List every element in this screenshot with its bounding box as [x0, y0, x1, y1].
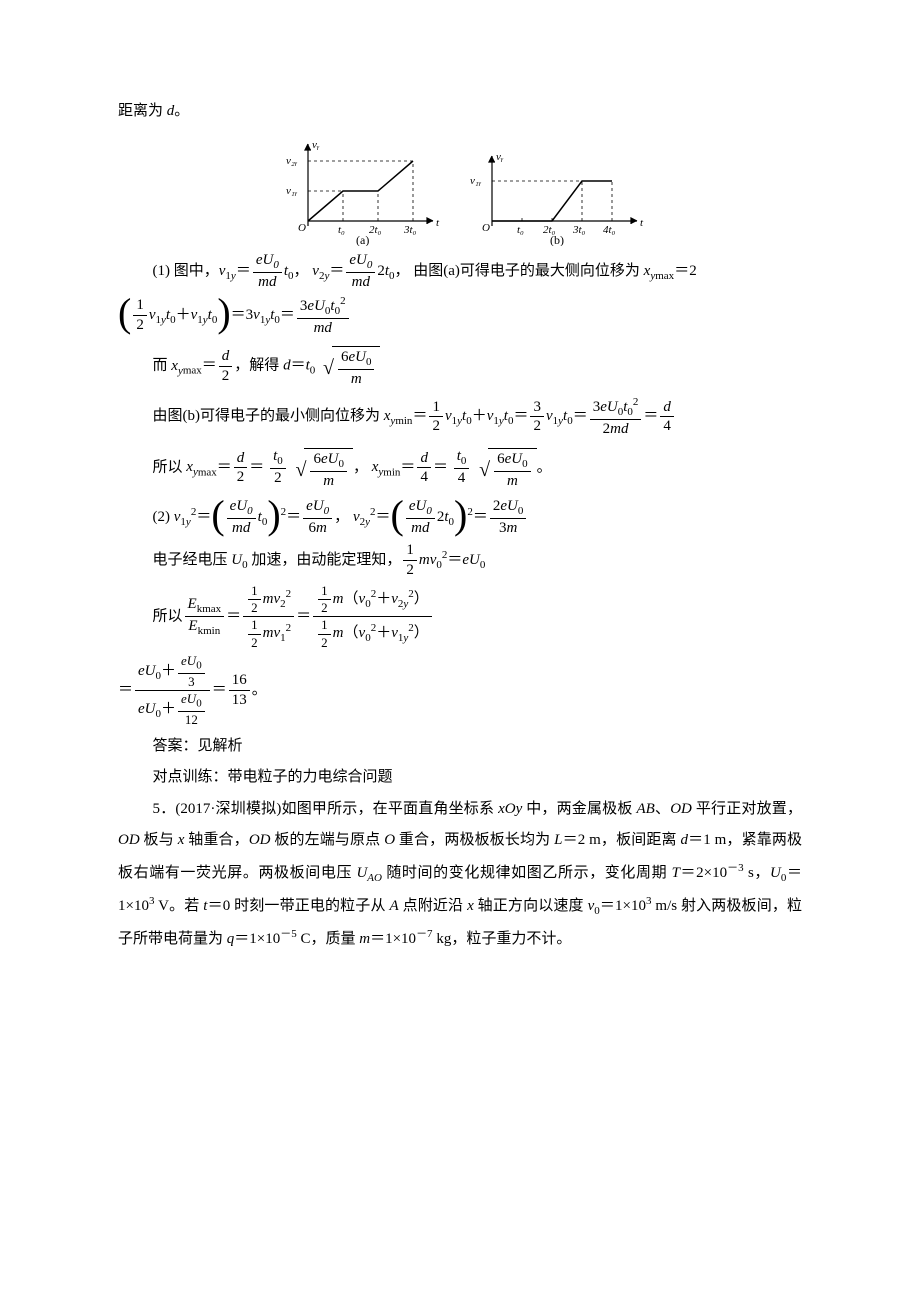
svg-text:vᵧ: vᵧ: [312, 139, 320, 151]
svg-text:t₀: t₀: [338, 224, 345, 236]
svg-text:t: t: [640, 217, 644, 229]
svg-text:2t₀: 2t₀: [369, 224, 382, 236]
eq-xymin: 由图(b)可得电子的最小侧向位移为 xymin＝12v1yt0＋v1yt0＝32…: [118, 396, 802, 438]
eq-solve-d: 而 xymax＝d2，解得 d＝t0 6eU0m: [118, 340, 802, 392]
answer-line: 答案：见解析: [118, 731, 802, 763]
svg-text:(b): (b): [550, 233, 564, 246]
graphs-row: O t₀ 2t₀ 3t₀ t v₁ᵧ v₂ᵧ vᵧ (a): [118, 136, 802, 246]
graph-b: O t₀ 2t₀ 3t₀ 4t₀ t v₁ᵧ vᵧ (b): [452, 136, 652, 246]
eq-so-xymax-xymin: 所以 xymax＝d2＝ t02 6eU0m， xymin＝d4＝ t04 6e…: [118, 442, 802, 494]
question-5: 5．(2017·深圳模拟)如图甲所示，在平面直角坐标系 xOy 中，两金属极板 …: [118, 794, 802, 956]
svg-text:O: O: [298, 222, 306, 234]
svg-text:4t₀: 4t₀: [603, 224, 616, 236]
svg-text:O: O: [482, 222, 490, 234]
svg-text:v₂ᵧ: v₂ᵧ: [286, 155, 298, 167]
svg-text:t: t: [436, 217, 440, 229]
eq-1-line2: (12v1yt0＋v1yt0)＝3v1yt0＝3eU0t02md: [118, 295, 802, 337]
svg-text:v₁ᵧ: v₁ᵧ: [470, 175, 482, 187]
line-distance-d: 距离为 d。: [118, 96, 802, 128]
practice-heading: 对点训练：带电粒子的力电综合问题: [118, 762, 802, 794]
svg-text:v₁ᵧ: v₁ᵧ: [286, 185, 298, 197]
eq-ek-ratio: 所以 EkmaxEkmin ＝ 12mv22 12mv12 ＝ 12m（v02＋…: [118, 584, 802, 650]
eq-ek-ratio-2: ＝ eU0＋eU03 eU0＋eU012 ＝1613。: [118, 654, 802, 727]
svg-text:3t₀: 3t₀: [572, 224, 586, 236]
eq-1-line1: (1) 图中，v1y＝eU0mdt0， v2y＝eU0md2t0， 由图(a)可…: [118, 252, 802, 291]
graph-a: O t₀ 2t₀ 3t₀ t v₁ᵧ v₂ᵧ vᵧ (a): [268, 136, 448, 246]
svg-text:t₀: t₀: [517, 224, 524, 236]
svg-text:vᵧ: vᵧ: [496, 151, 504, 163]
svg-text:3t₀: 3t₀: [403, 224, 417, 236]
eq-2-v1y-v2y: (2) v1y2＝(eU0mdt0)2＝eU06m， v2y2＝(eU0md2t…: [118, 498, 802, 537]
svg-text:(a): (a): [356, 233, 369, 246]
eq-ke-theorem: 电子经电压 U0 加速，由动能定理知，12mv02＝eU0: [118, 541, 802, 580]
